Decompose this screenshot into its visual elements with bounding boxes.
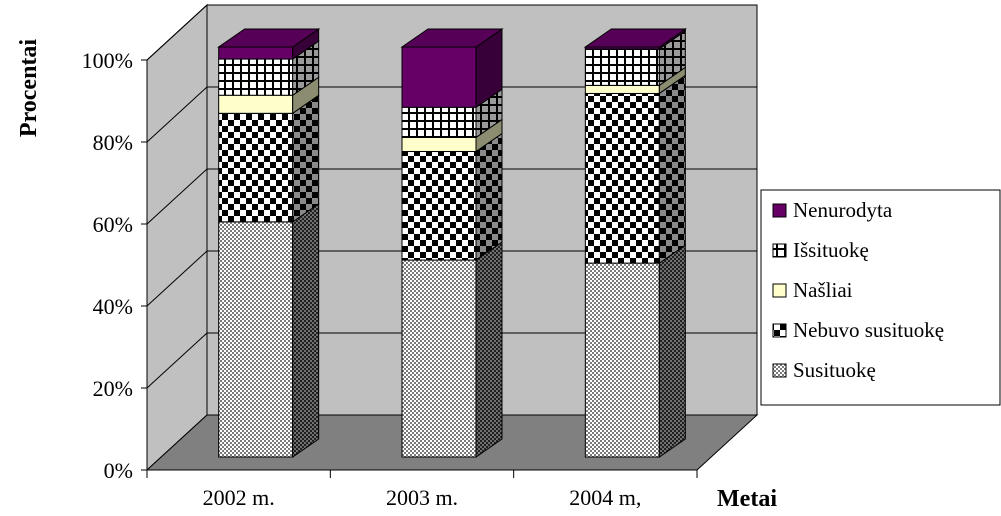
bar-segment bbox=[401, 28, 503, 109]
bar-segment bbox=[584, 74, 686, 265]
legend-item: Nenurodyta bbox=[772, 198, 893, 222]
gridline bbox=[146, 4, 757, 61]
bar-side bbox=[292, 94, 320, 223]
bar-front bbox=[218, 94, 294, 114]
legend: Nenurodyta Išsituokę Našliai Nebuvo susituo… bbox=[760, 189, 1001, 406]
gridline bbox=[146, 168, 757, 225]
legend-swatch bbox=[772, 243, 787, 258]
legend-swatch bbox=[772, 283, 787, 298]
legend-item: Nebuvo susituokę bbox=[772, 318, 944, 342]
gridline bbox=[146, 250, 757, 307]
legend-swatch bbox=[772, 203, 787, 218]
bar-front bbox=[218, 221, 294, 458]
bar-stack bbox=[400, 28, 504, 458]
bar-segment bbox=[401, 132, 503, 261]
bar-stack bbox=[217, 28, 321, 458]
bar-segment bbox=[584, 30, 686, 87]
x-axis-title: Metai bbox=[717, 486, 777, 512]
bar-front bbox=[401, 151, 477, 261]
bar-side bbox=[658, 244, 686, 458]
gridline bbox=[146, 86, 757, 143]
legend-box bbox=[760, 189, 1001, 406]
y-tick-label: 80% bbox=[93, 130, 133, 155]
bar-stacks bbox=[217, 28, 687, 458]
y-tick-label: 40% bbox=[93, 294, 133, 319]
bar-segment bbox=[401, 241, 503, 458]
bar-front bbox=[584, 262, 660, 458]
bar-segment bbox=[218, 28, 320, 61]
bar-stack bbox=[583, 28, 687, 458]
x-tick-label: 2004 m, bbox=[569, 485, 641, 510]
x-tick-label: 2003 m. bbox=[386, 485, 458, 510]
y-tick-label: 0% bbox=[104, 458, 133, 483]
bar-front bbox=[401, 46, 477, 108]
x-tick-label: 2002 m. bbox=[203, 485, 275, 510]
bar-segment bbox=[218, 76, 320, 115]
legend-label: Susituokę bbox=[793, 358, 876, 382]
bar-segment bbox=[401, 88, 503, 139]
bar-front bbox=[218, 112, 294, 223]
legend-swatch bbox=[772, 363, 787, 378]
bar-segment bbox=[218, 94, 320, 223]
legend-item: Našliai bbox=[772, 278, 853, 302]
bar-front bbox=[218, 58, 294, 96]
gridlines bbox=[146, 4, 757, 389]
bar-side bbox=[475, 241, 503, 458]
y-tick-label: 100% bbox=[82, 48, 133, 73]
y-axis-title: Procentai bbox=[16, 39, 42, 138]
bar-front bbox=[401, 259, 477, 458]
side-wall bbox=[146, 3, 208, 472]
bar-segment bbox=[584, 244, 686, 458]
bar-side bbox=[658, 74, 686, 265]
bar-front bbox=[401, 106, 477, 138]
axes: 0% 20% 40% 60% 80% 100% 2002 m. 2003 m. 2004 m, bbox=[82, 48, 698, 510]
legend-label: Nebuvo susituokę bbox=[793, 318, 944, 342]
legend-label: Nenurodyta bbox=[793, 198, 893, 222]
bar-top bbox=[217, 28, 321, 48]
bar-front bbox=[584, 84, 660, 94]
bar-segment bbox=[218, 202, 320, 458]
bar-segment bbox=[401, 118, 503, 153]
bar-side bbox=[292, 202, 320, 458]
legend-swatch bbox=[772, 323, 787, 338]
bar-top bbox=[400, 28, 504, 48]
bar-front bbox=[218, 46, 294, 60]
y-tick-label: 60% bbox=[93, 212, 133, 237]
bar-front bbox=[401, 136, 477, 153]
bar-front bbox=[584, 92, 660, 264]
bar-side bbox=[475, 132, 503, 261]
legend-label: Našliai bbox=[793, 278, 853, 302]
legend-label: Išsituokę bbox=[793, 238, 869, 262]
gridline bbox=[146, 332, 757, 389]
legend-item: Išsituokę bbox=[772, 238, 869, 262]
bar-top bbox=[583, 28, 687, 48]
legend-item: Susituokę bbox=[772, 358, 876, 382]
y-tick-label: 20% bbox=[93, 376, 133, 401]
bar-front bbox=[584, 48, 660, 86]
